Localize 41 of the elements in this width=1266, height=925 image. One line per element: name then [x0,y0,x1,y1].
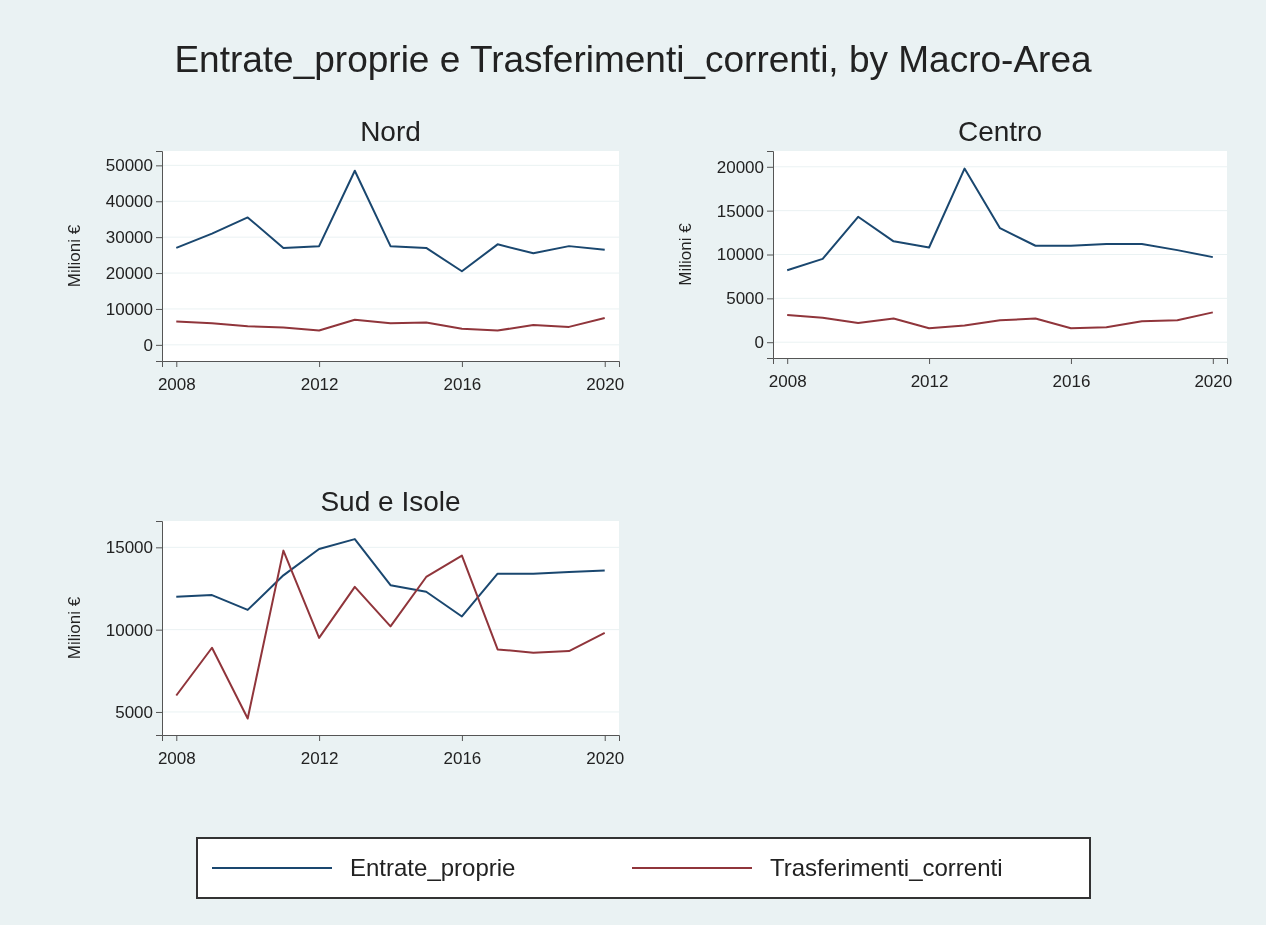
text: Entrate_proprie e Trasferimenti_correnti, by Macro-Area [174,39,1092,80]
line-series [175,316,606,332]
y-tick-label: 10000 [716,245,764,265]
y-tick-label: 10000 [105,620,153,640]
x-tick-label: 2012 [300,375,339,395]
legend-label: Trasferimenti_correnti [770,854,1003,881]
line-series [786,311,1214,330]
y-tick-label: 20000 [716,157,764,177]
x-tick-label: 2016 [443,375,482,395]
x-tick-label: 2016 [1052,372,1091,392]
chart-title: Centro [957,116,1043,147]
x-tick-label: 2012 [300,749,339,769]
y-tick-label: 30000 [105,228,153,248]
x-tick-label: 2020 [1194,372,1233,392]
chart-title: Sud e Isole [320,486,461,517]
y-axis-title: Milioni € [65,596,84,660]
y-tick-label: 20000 [105,263,153,283]
x-tick-label: 2008 [157,375,196,395]
y-tick-label: 10000 [105,299,153,319]
y-tick-label: 50000 [105,156,153,176]
line-series [175,549,606,720]
y-tick-label: 0 [754,333,764,353]
chart-title: Nord [360,116,421,147]
y-tick-label: 40000 [105,192,153,212]
line-series [786,167,1214,272]
y-tick-label: 5000 [726,289,764,309]
y-tick-label: 5000 [115,702,153,722]
x-tick-label: 2008 [768,372,807,392]
x-tick-label: 2012 [910,372,949,392]
line-series [175,169,606,273]
x-tick-label: 2016 [443,749,482,769]
y-axis-title: Milioni € [676,222,695,286]
y-axis-title: Milioni € [65,224,84,288]
line-series [175,538,606,618]
y-tick-label: 15000 [105,538,153,558]
y-tick-label: 15000 [716,201,764,221]
x-tick-label: 2020 [586,749,625,769]
y-tick-label: 0 [143,335,153,355]
x-tick-label: 2008 [157,749,196,769]
legend-label: Entrate_proprie [350,854,516,881]
x-tick-label: 2020 [586,375,625,395]
